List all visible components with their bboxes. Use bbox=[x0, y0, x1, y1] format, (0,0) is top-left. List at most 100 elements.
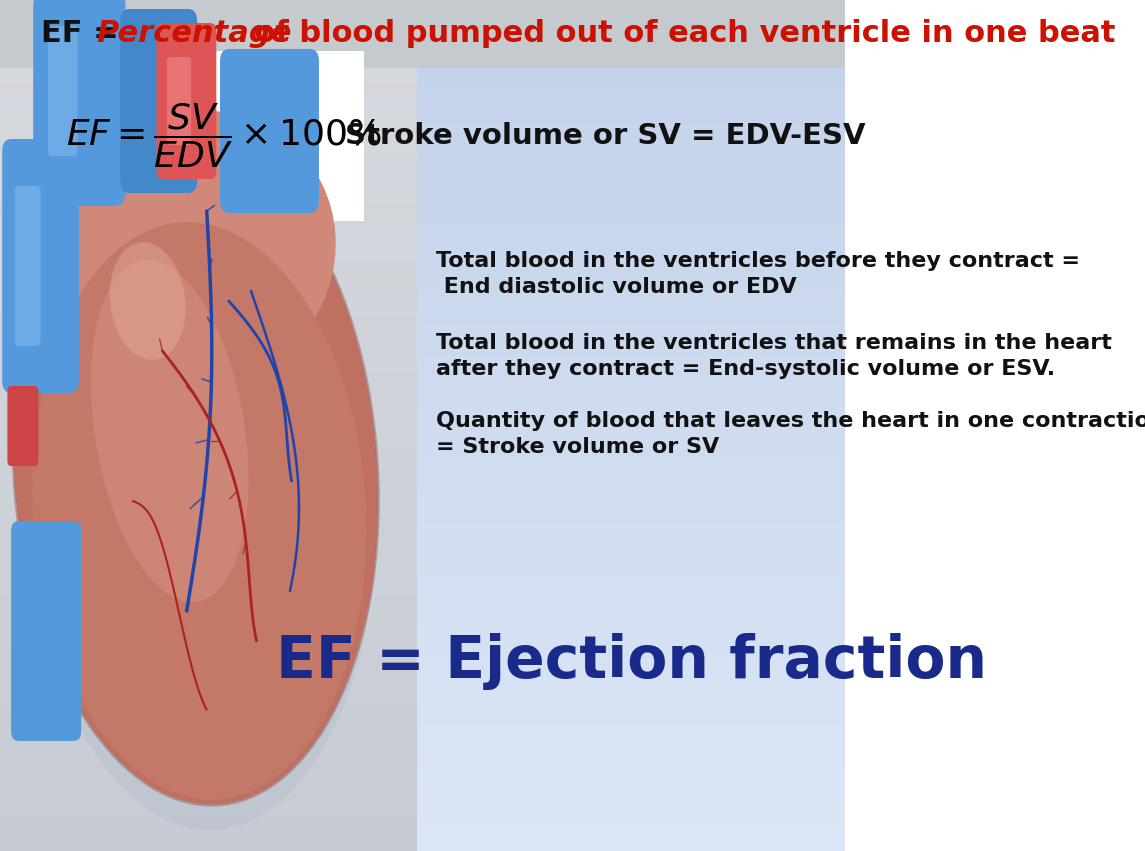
Bar bbox=[0, 440, 417, 441]
Bar bbox=[417, 702, 845, 703]
Bar bbox=[0, 432, 417, 433]
Bar bbox=[0, 783, 417, 784]
Bar bbox=[0, 201, 417, 202]
Bar bbox=[417, 27, 845, 28]
FancyBboxPatch shape bbox=[167, 57, 191, 145]
Bar bbox=[0, 89, 417, 90]
Bar bbox=[417, 405, 845, 406]
Bar bbox=[0, 78, 417, 79]
Bar bbox=[0, 31, 417, 32]
Bar bbox=[0, 33, 417, 34]
Bar bbox=[0, 803, 417, 804]
Bar bbox=[0, 423, 417, 424]
Bar bbox=[417, 771, 845, 772]
Bar bbox=[0, 68, 417, 69]
Bar bbox=[417, 526, 845, 527]
Bar bbox=[417, 523, 845, 524]
Bar bbox=[417, 290, 845, 291]
Bar bbox=[417, 422, 845, 423]
Bar bbox=[417, 60, 845, 61]
Bar bbox=[417, 460, 845, 461]
Bar bbox=[417, 235, 845, 236]
Bar bbox=[417, 578, 845, 579]
Bar bbox=[417, 804, 845, 805]
Bar bbox=[417, 7, 845, 8]
Bar bbox=[0, 706, 417, 707]
Bar bbox=[417, 518, 845, 519]
Bar bbox=[0, 345, 417, 346]
Bar bbox=[417, 98, 845, 99]
Bar bbox=[0, 39, 417, 40]
Bar bbox=[417, 748, 845, 749]
FancyBboxPatch shape bbox=[157, 23, 216, 179]
Bar bbox=[0, 41, 417, 42]
Bar bbox=[0, 262, 417, 263]
Bar bbox=[0, 522, 417, 523]
Bar bbox=[417, 645, 845, 646]
Bar bbox=[0, 784, 417, 785]
Bar bbox=[417, 727, 845, 728]
Bar bbox=[0, 282, 417, 283]
Bar bbox=[0, 256, 417, 257]
Bar bbox=[0, 578, 417, 579]
Bar bbox=[417, 25, 845, 26]
Bar bbox=[0, 25, 417, 26]
Bar bbox=[0, 298, 417, 299]
Bar bbox=[0, 281, 417, 282]
Bar bbox=[417, 163, 845, 164]
Bar bbox=[0, 236, 417, 237]
Bar bbox=[0, 159, 417, 160]
Bar bbox=[0, 127, 417, 128]
Bar bbox=[0, 439, 417, 440]
Bar bbox=[417, 667, 845, 668]
Bar bbox=[417, 470, 845, 471]
Bar bbox=[417, 487, 845, 488]
Bar bbox=[417, 183, 845, 184]
Bar bbox=[0, 722, 417, 723]
Bar bbox=[417, 348, 845, 349]
Bar bbox=[417, 545, 845, 546]
Bar bbox=[417, 756, 845, 757]
Bar bbox=[0, 534, 417, 535]
Bar bbox=[417, 547, 845, 548]
Bar bbox=[417, 79, 845, 80]
Bar bbox=[417, 662, 845, 663]
Bar bbox=[417, 477, 845, 478]
Bar bbox=[0, 270, 417, 271]
Bar bbox=[0, 380, 417, 381]
Bar bbox=[0, 575, 417, 576]
Bar bbox=[417, 301, 845, 302]
Bar bbox=[0, 327, 417, 328]
Bar bbox=[417, 556, 845, 557]
Bar bbox=[417, 772, 845, 773]
Bar bbox=[417, 588, 845, 589]
Bar bbox=[0, 259, 417, 260]
Bar bbox=[0, 35, 417, 36]
Bar bbox=[109, 51, 364, 221]
Bar bbox=[417, 330, 845, 331]
Bar bbox=[0, 641, 417, 642]
Bar bbox=[0, 324, 417, 325]
Bar bbox=[0, 733, 417, 734]
Bar bbox=[417, 562, 845, 563]
Bar bbox=[417, 304, 845, 305]
Bar bbox=[0, 631, 417, 632]
Bar bbox=[0, 517, 417, 518]
Bar bbox=[417, 721, 845, 722]
Bar bbox=[0, 544, 417, 545]
Bar bbox=[0, 37, 417, 38]
Bar bbox=[417, 227, 845, 228]
Bar bbox=[0, 83, 417, 84]
Bar bbox=[417, 433, 845, 434]
Bar bbox=[0, 319, 417, 320]
Bar bbox=[417, 118, 845, 119]
Bar bbox=[0, 149, 417, 150]
Bar bbox=[417, 300, 845, 301]
Bar bbox=[417, 250, 845, 251]
Bar bbox=[417, 762, 845, 763]
Bar bbox=[0, 434, 417, 435]
Bar bbox=[0, 471, 417, 472]
Bar bbox=[417, 737, 845, 738]
Bar bbox=[0, 213, 417, 214]
Bar bbox=[417, 536, 845, 537]
